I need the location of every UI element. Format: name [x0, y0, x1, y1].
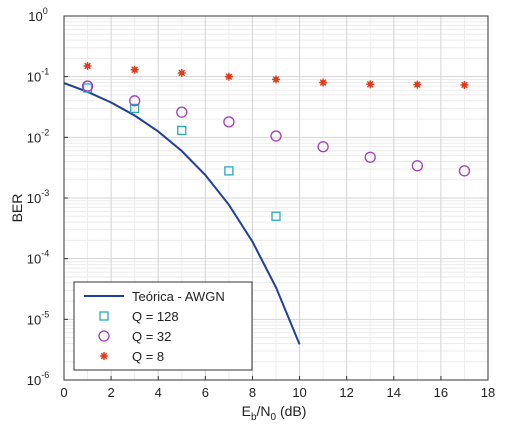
y-tick-label: 10-1	[27, 67, 49, 85]
series-line-te-rica-awgn	[63, 82, 301, 345]
legend-entry-label: Q = 8	[132, 349, 164, 364]
star-ray	[461, 81, 468, 89]
x-tick-label: 6	[202, 385, 209, 400]
axis-ticks: 0 2 4 6 8 10 12 14 16 18 100 10-1 10-2 10-3 10-4 10-5 10…	[27, 6, 495, 400]
legend-entry-label: Q = 32	[132, 329, 171, 344]
data-point-q-8	[366, 80, 375, 89]
x-tick-label: 4	[155, 385, 162, 400]
star-ray	[414, 81, 421, 88]
data-point-q-8	[272, 75, 280, 84]
x-axis-label: Eb/N0 (dB)	[242, 403, 307, 423]
y-tick-label: 10-4	[27, 249, 49, 267]
x-tick-label: 8	[249, 385, 256, 400]
star-ray	[225, 73, 233, 80]
legend-swatch-star	[100, 352, 108, 360]
data-point-q-8	[83, 61, 92, 70]
data-point-q-32	[458, 165, 471, 177]
x-tick-label: 2	[107, 385, 114, 400]
legend: Teórica - AWGN Q = 128 Q = 32 Q = 8	[73, 281, 253, 371]
data-point-q-32	[364, 151, 376, 163]
star-ray	[100, 352, 108, 360]
x-tick-label: 16	[434, 385, 448, 400]
star-ray	[319, 79, 327, 86]
data-point-q-32	[129, 95, 141, 107]
y-tick-label: 10-5	[27, 309, 49, 327]
data-point-q-32	[411, 160, 423, 172]
legend-swatch-square	[99, 311, 109, 321]
x-tick-label: 10	[292, 385, 306, 400]
data-point-q-8	[460, 80, 469, 89]
x-tick-label: 12	[339, 385, 353, 400]
x-tick-label: 0	[60, 385, 67, 400]
star-ray	[178, 69, 186, 77]
data-point-q-128	[130, 103, 140, 114]
data-point-q-8	[177, 68, 186, 77]
data-point-q-32	[223, 116, 235, 128]
data-point-q-128	[271, 211, 281, 221]
data-point-q-8	[319, 78, 328, 87]
data-point-q-128	[177, 125, 187, 136]
data-series	[63, 61, 471, 345]
data-point-q-128	[224, 166, 234, 176]
y-tick-label: 100	[28, 6, 47, 24]
y-tick-label: 10-6	[27, 370, 49, 388]
y-tick-label: 10-2	[27, 127, 49, 145]
legend-entry-label: Teórica - AWGN	[132, 289, 225, 304]
data-point-q-8	[413, 80, 422, 89]
star-ray	[84, 62, 91, 70]
data-point-q-8	[130, 65, 139, 74]
star-ray	[272, 76, 280, 83]
y-tick-label: 10-3	[27, 188, 49, 206]
legend-swatch-circle	[98, 330, 110, 342]
legend-entry-label: Q = 128	[132, 309, 179, 324]
data-point-q-32	[270, 130, 282, 142]
star-ray	[366, 80, 374, 88]
data-point-q-32	[176, 106, 188, 118]
data-point-q-8	[224, 72, 233, 81]
x-tick-label: 14	[387, 385, 401, 400]
data-point-q-32	[81, 80, 94, 92]
data-point-q-32	[317, 141, 329, 153]
y-axis-label: BER	[9, 194, 25, 223]
x-tick-label: 18	[481, 385, 495, 400]
star-ray	[131, 66, 138, 74]
